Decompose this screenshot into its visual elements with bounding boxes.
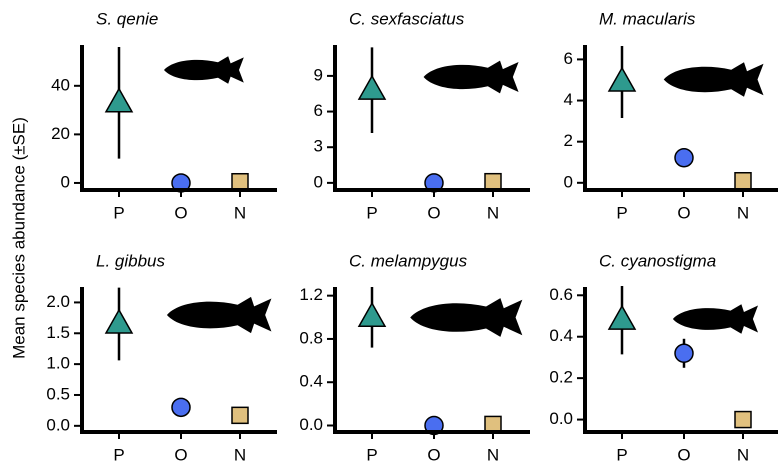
panel-title: C. cyanostigma [599, 251, 716, 270]
x-tick-label: O [677, 203, 690, 222]
y-axis-label: Mean species abundance (±SE) [9, 117, 28, 359]
y-tick-label: 0.5 [46, 384, 70, 403]
x-tick-label: O [174, 203, 187, 222]
y-tick-label: 40 [51, 75, 70, 94]
panel-title: S. qenie [96, 9, 158, 28]
y-tick-label: 0.0 [549, 409, 573, 428]
x-tick-label: N [487, 445, 499, 463]
y-tick-label: 1.2 [299, 285, 323, 304]
point [485, 174, 501, 190]
x-tick-label: P [113, 203, 124, 222]
y-tick-label: 0 [564, 172, 573, 191]
panel-title: C. melampygus [349, 251, 468, 270]
y-tick-label: 1.0 [46, 354, 70, 373]
y-tick-label: 4 [564, 90, 573, 109]
x-tick-label: N [737, 445, 749, 463]
y-tick-label: 0.4 [299, 372, 323, 391]
x-tick-label: O [677, 445, 690, 463]
y-tick-label: 6 [564, 49, 573, 68]
point [675, 344, 693, 362]
chart: Mean species abundance (±SE) S. qenie020… [0, 0, 778, 463]
panel-title: L. gibbus [96, 251, 165, 270]
fish-silhouette [164, 56, 244, 84]
panel-title: M. macularis [599, 9, 696, 28]
y-tick-label: 0 [314, 172, 323, 191]
y-tick-label: 0.4 [549, 326, 573, 345]
point [359, 303, 385, 326]
y-tick-label: 0.2 [549, 368, 573, 387]
point [735, 173, 751, 189]
point [232, 407, 248, 423]
y-tick-label: 0.0 [299, 415, 323, 434]
point [172, 398, 190, 416]
x-tick-label: N [737, 203, 749, 222]
y-tick-label: 0.6 [549, 285, 573, 304]
y-tick-label: 2.0 [46, 292, 70, 311]
point [609, 68, 635, 91]
point [359, 76, 385, 99]
y-tick-label: 2 [564, 131, 573, 150]
x-tick-label: N [234, 203, 246, 222]
y-tick-label: 9 [314, 65, 323, 84]
point [735, 412, 751, 428]
y-tick-label: 3 [314, 137, 323, 156]
y-tick-label: 6 [314, 101, 323, 120]
fish-silhouette [167, 297, 272, 333]
fish-silhouette [664, 62, 764, 97]
point [106, 310, 132, 333]
x-tick-label: N [234, 445, 246, 463]
panel-title: C. sexfasciatus [349, 9, 465, 28]
y-tick-label: 20 [51, 124, 70, 143]
fish-silhouette [424, 61, 519, 94]
x-tick-label: P [616, 445, 627, 463]
x-tick-label: P [113, 445, 124, 463]
x-tick-label: O [427, 203, 440, 222]
y-tick-label: 0 [61, 172, 70, 191]
x-tick-label: P [616, 203, 627, 222]
x-tick-label: N [487, 203, 499, 222]
point [232, 174, 248, 190]
y-tick-label: 0.0 [46, 415, 70, 434]
point [609, 306, 635, 329]
x-tick-label: O [174, 445, 187, 463]
x-tick-label: P [366, 203, 377, 222]
y-tick-label: 1.5 [46, 323, 70, 342]
x-tick-label: P [366, 445, 377, 463]
y-tick-label: 0.8 [299, 328, 323, 347]
point [106, 89, 132, 112]
x-tick-label: O [427, 445, 440, 463]
fish-silhouette [673, 304, 758, 333]
fish-silhouette [410, 298, 522, 337]
point [675, 149, 693, 167]
